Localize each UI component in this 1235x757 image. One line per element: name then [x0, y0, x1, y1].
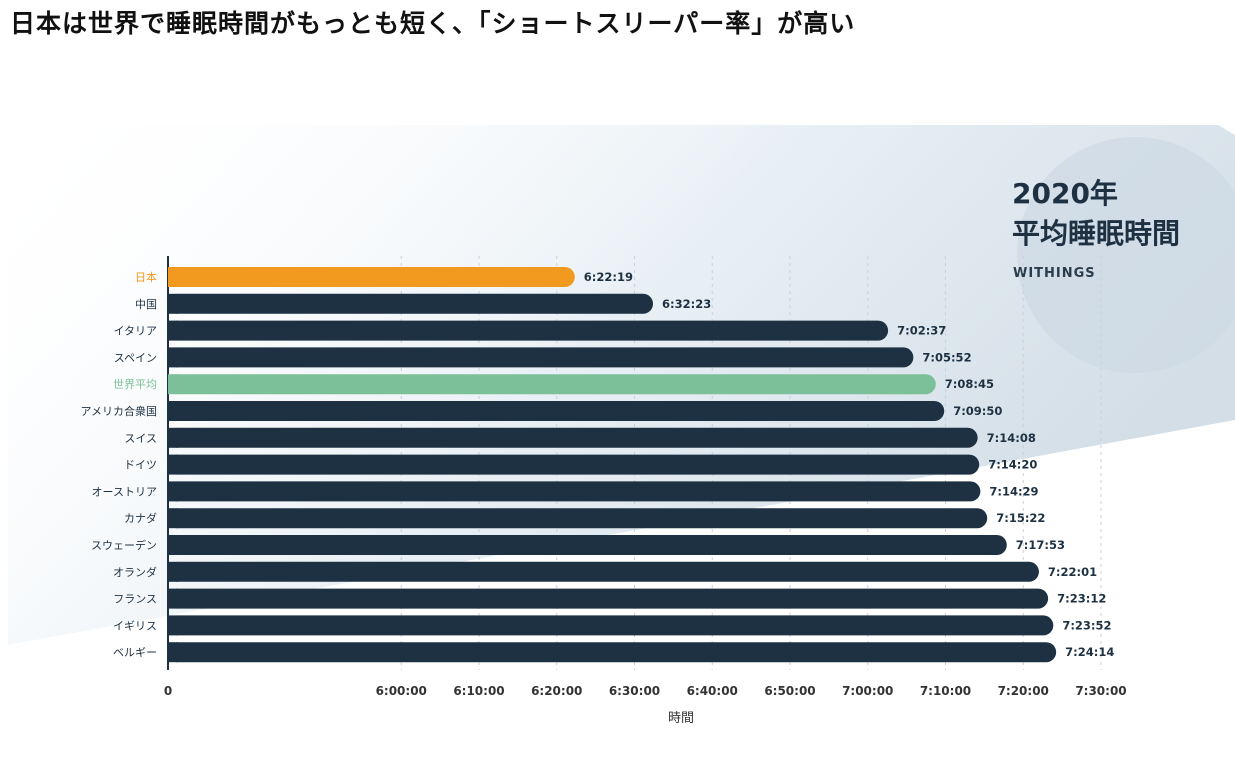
bars: 日本 6:22:19 中国 6:32:23 イタリア 7:02:37 スペイン 7:05:52… — [81, 267, 1114, 663]
value-label: 7:05:52 — [922, 350, 971, 364]
bar-base — [168, 561, 178, 582]
category-label: カナダ — [124, 511, 157, 525]
category-label: スペイン — [114, 351, 157, 364]
x-tick-label: 7:20:00 — [998, 684, 1049, 698]
brand-withings: WITHINGS — [1013, 266, 1096, 281]
bar-base — [168, 481, 178, 502]
bar-base — [168, 615, 178, 636]
value-label: 6:22:19 — [584, 270, 633, 284]
category-label: オーストリア — [92, 485, 157, 498]
value-label: 7:15:22 — [996, 511, 1045, 525]
value-label: 7:17:53 — [1016, 538, 1065, 552]
x-tick-label: 6:50:00 — [764, 684, 815, 698]
value-label: 7:23:12 — [1057, 592, 1106, 606]
bar — [168, 401, 945, 421]
x-tick-label: 7:30:00 — [1075, 684, 1126, 698]
value-label: 7:09:50 — [953, 404, 1002, 418]
headline: 日本は世界で睡眠時間がもっとも短く、「ショートスリーパー率」が高い — [10, 9, 856, 38]
bar-base — [168, 401, 178, 421]
x-tick-label: 6:10:00 — [453, 684, 504, 698]
x-tick-label: 7:00:00 — [842, 684, 893, 698]
background-circle — [1017, 137, 1235, 373]
category-label: アメリカ合衆国 — [81, 404, 157, 418]
bar-base — [168, 535, 178, 555]
category-label: オランダ — [113, 565, 157, 579]
category-label: 世界平均 — [113, 378, 157, 391]
value-label: 7:24:14 — [1065, 645, 1114, 659]
category-label: イギリス — [113, 619, 157, 632]
bar-base — [168, 320, 178, 341]
bar — [168, 535, 1007, 555]
value-label: 7:14:29 — [989, 484, 1038, 498]
bar — [168, 642, 1057, 663]
category-label: イタリア — [113, 325, 157, 338]
bar — [168, 374, 936, 395]
value-label: 7:08:45 — [945, 377, 994, 391]
x-tick-label: 6:30:00 — [609, 684, 660, 698]
category-label: ベルギー — [113, 646, 157, 659]
value-label: 7:14:20 — [988, 458, 1037, 472]
chart-title: 平均睡眠時間 — [1012, 217, 1180, 250]
bar-base — [168, 454, 178, 475]
bar — [168, 293, 654, 314]
chart-title-year: 2020年 — [1012, 177, 1118, 210]
bar — [168, 615, 1054, 636]
x-axis-ticks: 0 6:00:00 6:10:00 6:20:00 6:30:00 6:40:00 6:50… — [164, 684, 1127, 698]
category-label: 日本 — [135, 270, 157, 284]
bar-base — [168, 347, 178, 368]
value-label: 7:02:37 — [897, 324, 946, 338]
x-tick-label: 7:10:00 — [920, 684, 971, 698]
x-tick-label: 0 — [164, 684, 172, 698]
category-label: スウェーデン — [91, 538, 157, 552]
x-tick-label: 6:40:00 — [687, 684, 738, 698]
value-label: 6:32:23 — [662, 297, 711, 311]
bar-base — [168, 588, 178, 609]
category-label: フランス — [113, 593, 157, 606]
value-label: 7:23:52 — [1062, 618, 1111, 632]
bar — [168, 454, 980, 475]
bar — [168, 561, 1039, 582]
category-label: 中国 — [135, 298, 157, 311]
bar — [168, 427, 978, 448]
bar — [168, 508, 988, 529]
bar — [168, 267, 575, 287]
x-axis-label: 時間 — [668, 711, 694, 726]
category-label: ドイツ — [124, 459, 157, 472]
category-label: スイス — [124, 432, 157, 445]
value-label: 7:14:08 — [987, 431, 1036, 445]
bar-base — [168, 642, 178, 663]
bar-base — [168, 427, 178, 448]
bar-base — [168, 508, 178, 529]
bar — [168, 347, 914, 368]
bar-base — [168, 293, 178, 314]
value-label: 7:22:01 — [1048, 565, 1097, 579]
bar — [168, 588, 1049, 609]
x-tick-label: 6:00:00 — [376, 684, 427, 698]
bar — [168, 320, 889, 341]
bar-base — [168, 267, 178, 287]
bar-base — [168, 374, 178, 395]
bar — [168, 481, 981, 502]
x-tick-label: 6:20:00 — [531, 684, 582, 698]
